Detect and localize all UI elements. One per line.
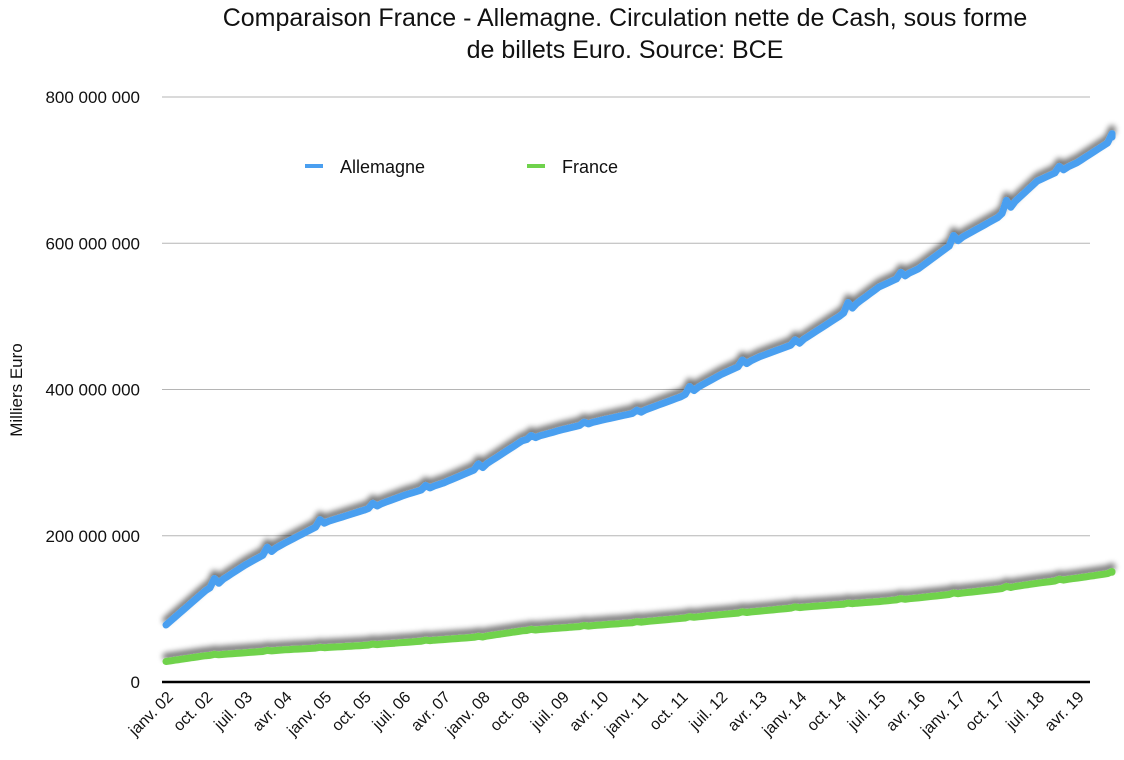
x-tick-label: juil. 09 [527, 689, 573, 735]
x-tick-label: oct. 05 [329, 689, 375, 735]
y-tick-label: 400 000 000 [45, 381, 140, 400]
x-tick-label: juil. 12 [686, 689, 732, 735]
y-tick-label: 200 000 000 [45, 527, 140, 546]
x-tick-label: janv. 08 [442, 689, 494, 741]
chart-title: Comparaison France - Allemagne. Circulat… [150, 2, 1100, 66]
x-tick-label: janv. 17 [917, 689, 969, 741]
x-tick-label: oct. 08 [487, 689, 533, 735]
x-tick-label: oct. 17 [962, 689, 1008, 735]
x-tick-label: juil. 03 [211, 689, 257, 735]
x-tick-label: juil. 18 [1003, 689, 1049, 735]
x-tick-label: juil. 15 [844, 689, 890, 735]
gridlines [162, 96, 1090, 684]
x-tick-label: oct. 11 [646, 689, 691, 734]
x-tick-label: oct. 14 [804, 689, 850, 735]
y-tick-label: 600 000 000 [45, 234, 140, 253]
x-tick-label: juil. 06 [369, 689, 415, 735]
x-tick-label: oct. 02 [170, 689, 216, 735]
series-line-france [162, 568, 1116, 665]
x-tick-label: janv. 11 [601, 689, 652, 740]
legend-label-allemagne: Allemagne [340, 157, 425, 177]
chart-title-line1: Comparaison France - Allemagne. Circulat… [222, 4, 1028, 32]
y-tick-label: 0 [131, 673, 140, 692]
y-tick-label: 800 000 000 [45, 88, 140, 107]
y-axis-ticks: 0 200 000 000 400 000 000 600 000 000 800 00… [45, 88, 140, 692]
series-lines [162, 130, 1116, 665]
x-tick-label: janv. 14 [759, 689, 811, 741]
series-line-allemagne [162, 130, 1116, 629]
x-tick-label: janv. 05 [284, 689, 336, 741]
legend-label-france: France [562, 157, 618, 177]
x-tick-label: avr. 19 [1042, 689, 1088, 735]
chart-title-line2: de billets Euro. Source: BCE [466, 36, 784, 64]
legend: Allemagne France [305, 157, 618, 177]
x-tick-label: janv. 02 [125, 689, 177, 741]
